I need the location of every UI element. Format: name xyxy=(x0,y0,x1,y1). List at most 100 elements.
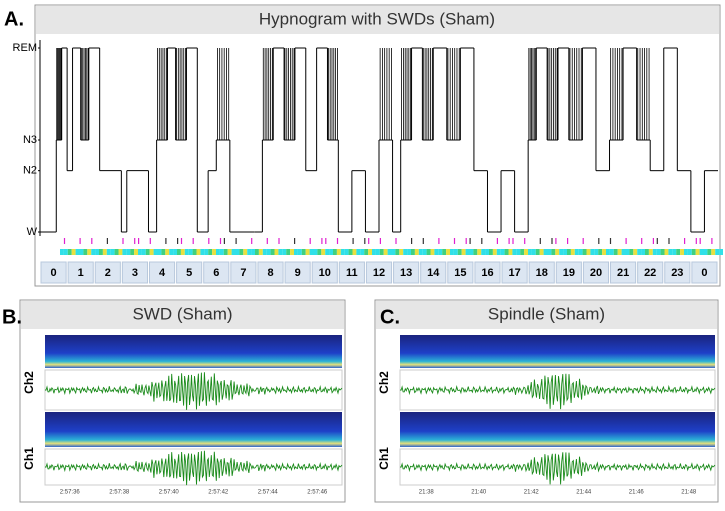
state-band xyxy=(594,249,599,255)
state-band xyxy=(212,249,216,255)
state-band xyxy=(485,249,489,255)
state-band xyxy=(520,249,525,255)
state-band xyxy=(75,249,80,255)
state-band xyxy=(309,249,314,255)
state-band xyxy=(208,249,213,255)
hour-cell xyxy=(447,261,474,284)
state-band xyxy=(664,249,669,255)
state-band xyxy=(340,249,345,255)
hour-cell xyxy=(40,261,67,284)
state-band xyxy=(711,249,716,255)
state-band xyxy=(687,249,692,255)
state-band xyxy=(543,249,548,255)
swd-event xyxy=(641,238,643,244)
swd-event xyxy=(625,238,627,244)
swd-event xyxy=(422,238,424,244)
swd-event xyxy=(278,238,280,244)
state-band xyxy=(473,249,478,255)
state-band xyxy=(676,249,681,255)
swd-event xyxy=(180,238,183,244)
swd-event xyxy=(567,238,569,244)
state-band xyxy=(149,249,154,255)
x-tick-label: 2:57:42 xyxy=(208,490,229,496)
state-band xyxy=(453,249,458,255)
state-band xyxy=(477,249,482,255)
state-band xyxy=(481,249,486,255)
state-band xyxy=(204,249,209,255)
state-band xyxy=(99,249,103,255)
state-band xyxy=(719,249,723,255)
swd-event xyxy=(695,238,697,244)
state-band xyxy=(79,249,84,255)
state-band xyxy=(422,249,427,255)
state-band xyxy=(102,249,107,255)
state-band xyxy=(609,249,614,255)
state-band xyxy=(496,249,501,255)
hour-label: 17 xyxy=(508,267,520,279)
hour-label: 15 xyxy=(454,267,466,279)
title-bar xyxy=(376,301,717,329)
swd-event xyxy=(134,238,136,244)
state-band xyxy=(325,249,330,255)
state-band xyxy=(633,249,638,255)
state-band xyxy=(301,249,306,255)
state-band xyxy=(411,249,415,255)
swd-event xyxy=(138,238,140,244)
state-band xyxy=(91,249,96,255)
hour-label: 19 xyxy=(563,267,575,279)
x-tick-label: 21:48 xyxy=(681,490,697,496)
hour-cell xyxy=(582,261,610,284)
hour-label: 11 xyxy=(346,267,358,279)
state-band xyxy=(691,249,696,255)
state-band xyxy=(652,249,657,255)
y-tick-label: N3 xyxy=(23,134,37,146)
state-band xyxy=(110,249,115,255)
swd-event xyxy=(469,238,471,244)
state-band xyxy=(278,249,283,255)
state-band xyxy=(141,249,146,255)
swd-event xyxy=(684,238,686,244)
state-band xyxy=(512,249,517,255)
state-band xyxy=(63,249,68,255)
state-band xyxy=(391,249,396,255)
state-band xyxy=(200,249,205,255)
state-band xyxy=(290,249,294,255)
hour-label: 3 xyxy=(132,267,138,279)
state-band xyxy=(492,249,497,255)
state-band xyxy=(442,249,447,255)
swd-event xyxy=(512,238,514,244)
x-tick-label: 2:57:44 xyxy=(258,490,279,496)
swd-event xyxy=(219,238,222,244)
state-band xyxy=(438,249,443,255)
channel-label: Ch2 xyxy=(22,371,36,394)
swd-event xyxy=(223,238,225,244)
state-band xyxy=(177,249,181,255)
state-band xyxy=(344,249,349,255)
swd-event xyxy=(539,238,541,244)
hour-label: 14 xyxy=(427,267,440,279)
swd-event xyxy=(208,238,210,244)
state-band xyxy=(122,249,127,255)
hour-label: 7 xyxy=(240,267,246,279)
y-tick-label: REM xyxy=(13,42,37,54)
state-band xyxy=(130,249,135,255)
state-band xyxy=(567,249,571,255)
state-band xyxy=(297,249,302,255)
state-band xyxy=(134,249,138,255)
state-band xyxy=(352,249,357,255)
hour-cell xyxy=(637,261,664,284)
state-band xyxy=(196,249,201,255)
swd-event xyxy=(668,238,670,244)
state-band xyxy=(333,249,337,255)
state-band xyxy=(418,249,423,255)
state-band xyxy=(368,249,372,255)
swd-event xyxy=(368,238,370,244)
x-tick-label: 2:57:36 xyxy=(60,490,81,496)
hour-cell xyxy=(528,261,555,284)
state-band xyxy=(539,249,544,255)
channel-label: Ch1 xyxy=(377,447,391,470)
hour-cell xyxy=(121,261,148,284)
hour-cell xyxy=(148,261,176,284)
hour-cell xyxy=(610,261,637,284)
state-band xyxy=(235,249,240,255)
